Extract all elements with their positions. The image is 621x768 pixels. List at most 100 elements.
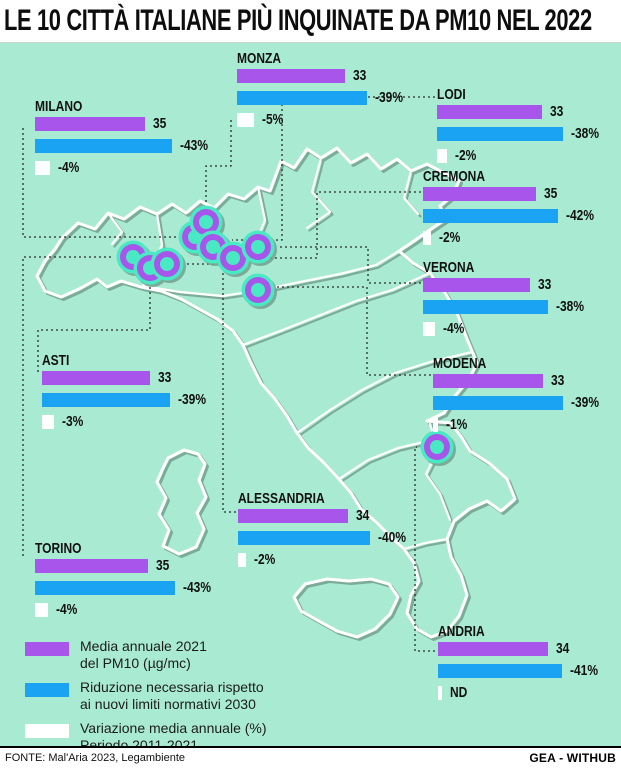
city-group-verona: VERONA 33 -38% -4% [423, 259, 591, 344]
pm10-bar [423, 278, 530, 292]
map-marker-modena [241, 273, 275, 307]
leader-andria [414, 446, 435, 652]
pm10-bar [437, 105, 542, 119]
reduction-bar [437, 127, 563, 141]
reduction-value: -43% [180, 137, 209, 154]
page-title: LE 10 CITTÀ ITALIANE PIÙ INQUINATE DA PM… [4, 4, 592, 37]
variation-row: -5% [237, 111, 410, 128]
variation-value: -5% [262, 111, 284, 128]
pm10-bar [433, 374, 543, 388]
variation-row: -4% [423, 320, 591, 337]
reduction-bar [438, 664, 562, 678]
reduction-value: -38% [556, 298, 585, 315]
city-group-monza: MONZA 33 -39% -5% [237, 50, 410, 135]
reduction-value: -39% [178, 391, 207, 408]
source-credit: FONTE: Mal'Aria 2023, Legambiente [5, 752, 186, 764]
variation-value: -4% [58, 159, 80, 176]
variation-bar [423, 322, 435, 336]
variation-value: -3% [62, 413, 84, 430]
city-group-lodi: LODI 33 -38% -2% [437, 86, 606, 171]
pm10-row: 35 [35, 557, 218, 574]
reduction-bar [35, 139, 172, 153]
pm10-row: 35 [35, 115, 215, 132]
variation-row: -2% [423, 230, 601, 245]
city-label: TORINO [35, 540, 82, 557]
pm10-bar [35, 559, 148, 573]
title-bar: LE 10 CITTÀ ITALIANE PIÙ INQUINATE DA PM… [0, 0, 621, 43]
city-group-milano: MILANO 35 -43% -4% [35, 98, 215, 183]
pm10-bar [35, 117, 145, 131]
pm10-value: 33 [158, 369, 172, 386]
reduction-row: -38% [423, 298, 591, 315]
leader-asti [37, 287, 151, 372]
pm10-row: 33 [433, 373, 606, 388]
legend-item-pm10: Media annuale 2021 del PM10 (µg/mc) [25, 638, 267, 672]
pm10-row: 33 [42, 369, 213, 386]
variation-bar [238, 553, 246, 567]
pm10-row: 33 [437, 104, 606, 119]
pm10-row: 34 [438, 641, 605, 656]
legend-swatch-blue [25, 683, 69, 697]
pm10-bar [237, 69, 345, 83]
variation-row: -3% [42, 413, 213, 430]
variation-row: -2% [238, 551, 413, 568]
leader-verona [277, 246, 421, 284]
pm10-value: 33 [353, 67, 367, 84]
city-group-torino: TORINO 35 -43% -4% [35, 540, 218, 625]
pm10-bar [423, 187, 536, 201]
city-label: LODI [437, 86, 466, 103]
variation-value: -4% [443, 320, 465, 337]
variation-value: -2% [254, 551, 276, 568]
leader-alessandria [186, 263, 236, 513]
pm10-value: 35 [156, 557, 170, 574]
city-label: VERONA [423, 259, 475, 276]
reduction-bar [433, 396, 563, 410]
variation-value: ND [450, 684, 468, 701]
legend-swatch-purple [25, 642, 69, 656]
city-group-alessandria: ALESSANDRIA 34 -40% -2% [238, 490, 413, 575]
city-label: ALESSANDRIA [238, 490, 325, 507]
leader-cremona [252, 191, 421, 259]
city-label: MILANO [35, 98, 83, 115]
sicily-island [292, 577, 400, 639]
map-marker-cremona [216, 241, 250, 275]
reduction-value: -43% [183, 579, 212, 596]
map-marker-andria [420, 430, 454, 464]
map-marker-verona [241, 230, 275, 264]
sardinia-island [155, 448, 208, 556]
pm10-row: 33 [237, 67, 410, 84]
variation-bar [423, 231, 431, 245]
pm10-row: 34 [238, 507, 413, 524]
legend-label: Media annuale 2021 del PM10 (µg/mc) [80, 638, 207, 671]
map-marker-monza [189, 205, 223, 239]
variation-bar [35, 603, 48, 617]
pm10-value: 35 [153, 115, 167, 132]
reduction-bar [238, 531, 370, 545]
pm10-value: 34 [356, 507, 370, 524]
reduction-value: -41% [570, 662, 599, 679]
legend-item-reduction: Riduzione necessaria rispetto ai nuovi l… [25, 679, 267, 713]
variation-row: ND [438, 684, 605, 701]
map-outline-group [35, 146, 517, 639]
pm10-bar [238, 509, 348, 523]
city-group-andria: ANDRIA 34 -41% ND [438, 623, 605, 708]
publisher-logo: GEA - WITHUB [529, 751, 616, 765]
variation-bar [433, 418, 438, 432]
pm10-row: 33 [423, 277, 591, 292]
reduction-value: -38% [571, 125, 600, 142]
reduction-row: -40% [238, 530, 413, 545]
city-label: MODENA [433, 355, 487, 372]
reduction-value: -42% [566, 207, 595, 224]
region-borders [106, 156, 474, 551]
city-group-asti: ASTI 33 -39% -3% [42, 352, 213, 437]
reduction-row: -43% [35, 137, 215, 154]
reduction-value: -39% [375, 89, 404, 106]
city-group-cremona: CREMONA 35 -42% -2% [423, 168, 601, 253]
pm10-row: 35 [423, 186, 601, 201]
variation-bar [437, 149, 447, 163]
italy-mainland [35, 146, 517, 639]
city-label: CREMONA [423, 168, 485, 185]
reduction-bar [35, 581, 175, 595]
reduction-bar [237, 91, 367, 105]
